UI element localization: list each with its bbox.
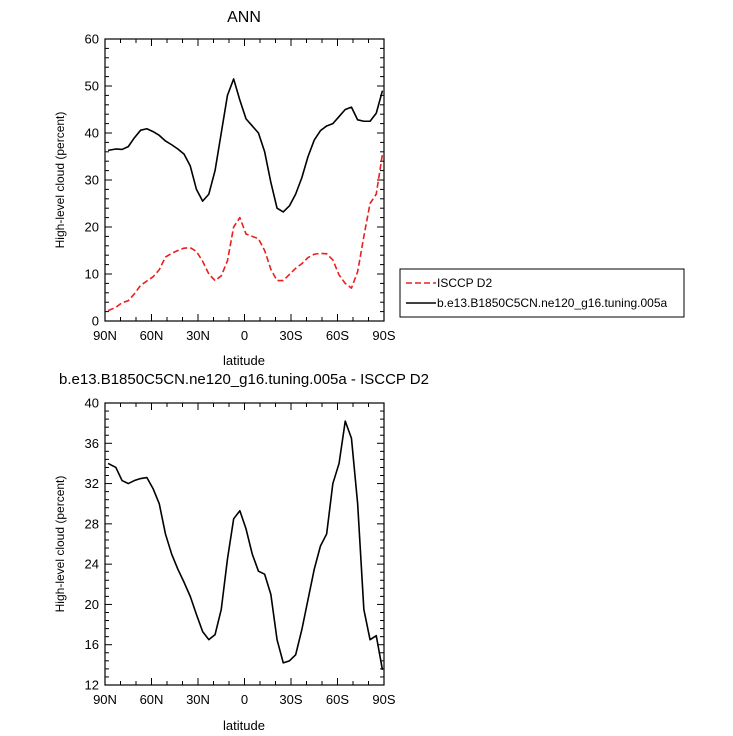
bottom-y-axis-label: High-level cloud (percent): [53, 476, 67, 613]
bottom-x-ticks: 90N 60N 30N 0 30S 60S 90S: [93, 403, 396, 707]
top-y-tick-label: 0: [92, 314, 99, 329]
top-y-tick-label: 20: [85, 220, 99, 235]
top-series-line-1: [107, 78, 384, 213]
bottom-y-tick-label: 32: [85, 476, 99, 491]
bottom-x-tick-label: 90N: [93, 692, 117, 707]
bottom-series-group: [107, 420, 384, 671]
bottom-x-tick-label: 0: [241, 692, 248, 707]
bottom-x-tick-label: 30S: [279, 692, 302, 707]
top-y-tick-label: 60: [85, 32, 99, 47]
bottom-y-tick-label: 20: [85, 597, 99, 612]
top-x-tick-label: 90S: [372, 328, 395, 343]
bottom-y-tick-label: 24: [85, 557, 99, 572]
top-y-tick-label: 10: [85, 267, 99, 282]
bottom-x-tick-label: 60S: [326, 692, 349, 707]
legend-box: [399, 268, 685, 318]
top-x-tick-label: 60S: [326, 328, 349, 343]
top-x-tick-label: 30S: [279, 328, 302, 343]
bottom-chart-title: b.e13.B1850C5CN.ne120_g16.tuning.005a - …: [59, 371, 429, 388]
bottom-y-tick-label: 12: [85, 678, 99, 693]
bottom-series-line-0: [107, 420, 384, 671]
top-x-tick-label: 30N: [186, 328, 210, 343]
top-x-tick-label: 90N: [93, 328, 117, 343]
bottom-y-ticks: 12 16 20 24 28 32 36 40: [85, 396, 384, 693]
top-x-tick-label: 60N: [140, 328, 164, 343]
top-y-tick-label: 40: [85, 126, 99, 141]
bottom-x-tick-label: 60N: [140, 692, 164, 707]
top-x-ticks: 90N 60N 30N 0 30S 60S 90S: [93, 39, 396, 343]
top-plot-frame: [104, 38, 385, 322]
bottom-x-axis-label: latitude: [223, 718, 265, 733]
legend: ISCCP D2 b.e13.B1850C5CN.ne120_g16.tunin…: [399, 268, 685, 318]
top-series-group: [107, 78, 384, 312]
legend-label-isccp: ISCCP D2: [437, 276, 492, 290]
bottom-x-tick-label: 90S: [372, 692, 395, 707]
top-y-axis-label: High-level cloud (percent): [53, 112, 67, 249]
top-x-tick-label: 0: [241, 328, 248, 343]
bottom-x-tick-label: 30N: [186, 692, 210, 707]
top-y-tick-label: 30: [85, 173, 99, 188]
top-panel: ANN 0 10 20 30 40 50 60 90N 60N 30N 0 30S 60S 90S la…: [53, 9, 396, 368]
top-series-line-0: [107, 154, 384, 312]
bottom-y-tick-label: 40: [85, 396, 99, 411]
top-x-axis-label: latitude: [223, 353, 265, 368]
top-y-ticks: 0 10 20 30 40 50 60: [85, 32, 384, 329]
bottom-y-tick-label: 16: [85, 637, 99, 652]
bottom-panel: b.e13.B1850C5CN.ne120_g16.tuning.005a - …: [53, 371, 429, 733]
top-chart-title: ANN: [227, 9, 261, 26]
top-y-tick-label: 50: [85, 79, 99, 94]
bottom-y-tick-label: 36: [85, 436, 99, 451]
bottom-y-tick-label: 28: [85, 516, 99, 531]
legend-label-model: b.e13.B1850C5CN.ne120_g16.tuning.005a: [437, 296, 668, 310]
